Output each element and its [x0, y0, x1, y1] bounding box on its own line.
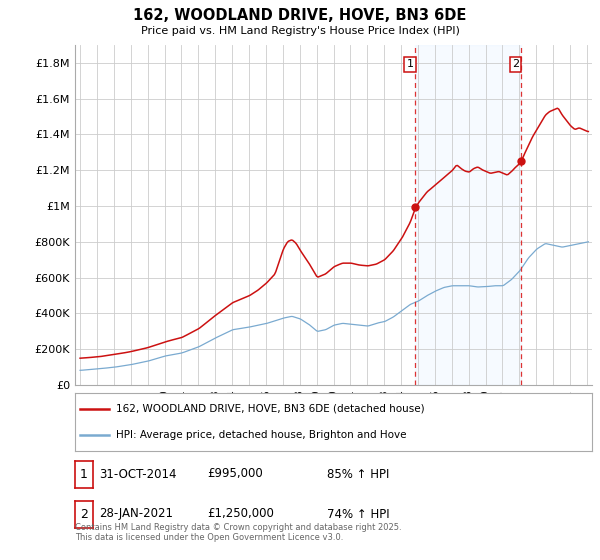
Text: 74% ↑ HPI: 74% ↑ HPI: [327, 507, 389, 520]
Text: 2: 2: [512, 59, 519, 69]
Text: Price paid vs. HM Land Registry's House Price Index (HPI): Price paid vs. HM Land Registry's House …: [140, 26, 460, 36]
Text: 85% ↑ HPI: 85% ↑ HPI: [327, 468, 389, 480]
Text: 1: 1: [80, 468, 88, 481]
Text: 162, WOODLAND DRIVE, HOVE, BN3 6DE: 162, WOODLAND DRIVE, HOVE, BN3 6DE: [133, 8, 467, 23]
Text: Contains HM Land Registry data © Crown copyright and database right 2025.
This d: Contains HM Land Registry data © Crown c…: [75, 522, 401, 542]
Text: 2: 2: [80, 508, 88, 521]
Text: 28-JAN-2021: 28-JAN-2021: [99, 507, 173, 520]
Bar: [415, 45, 521, 385]
Text: £995,000: £995,000: [207, 468, 263, 480]
Text: 31-OCT-2014: 31-OCT-2014: [99, 468, 176, 480]
Text: 162, WOODLAND DRIVE, HOVE, BN3 6DE (detached house): 162, WOODLAND DRIVE, HOVE, BN3 6DE (deta…: [116, 404, 425, 414]
Text: HPI: Average price, detached house, Brighton and Hove: HPI: Average price, detached house, Brig…: [116, 430, 407, 440]
Text: 1: 1: [407, 59, 413, 69]
Text: £1,250,000: £1,250,000: [207, 507, 274, 520]
